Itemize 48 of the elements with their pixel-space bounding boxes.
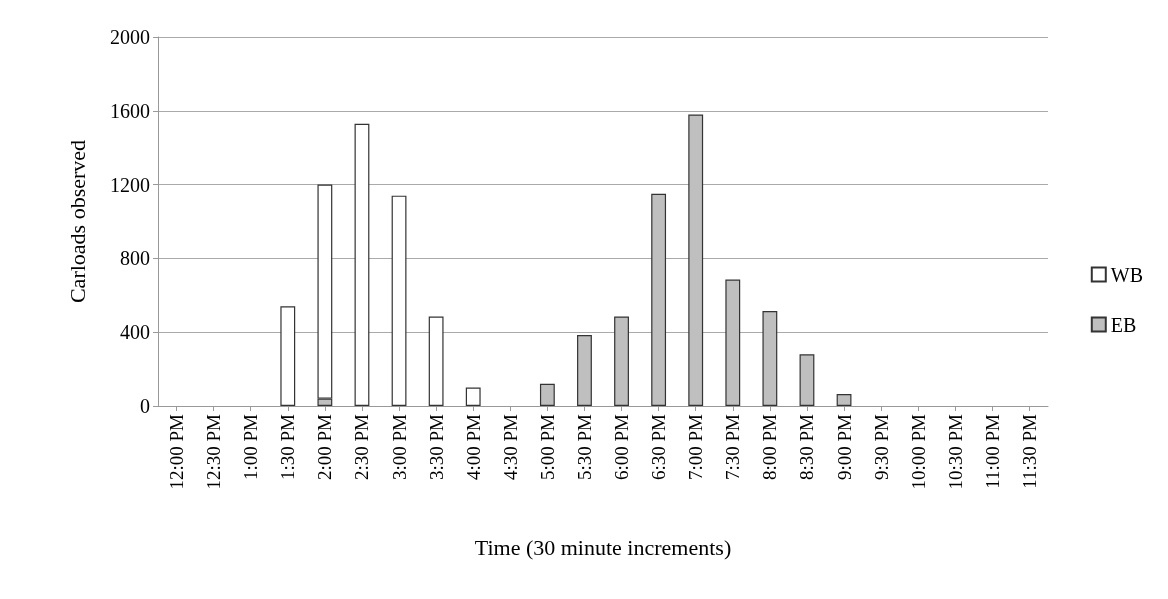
bar [428,316,444,406]
y-tick-label: 0 [140,395,150,417]
x-tick-label: 11:00 PM [981,413,1003,489]
bar [725,279,741,406]
x-tick-label: 8:00 PM [759,413,781,480]
x-tick-label: 8:30 PM [796,413,818,480]
x-tick-label: 2:30 PM [351,413,373,480]
x-tick-label: 7:00 PM [685,413,707,480]
bar [465,387,481,406]
x-tick-label: 9:00 PM [833,413,855,480]
bar [651,193,667,406]
x-tick-label: 11:30 PM [1018,413,1040,489]
x-tick-label: 12:30 PM [203,413,225,490]
bar [577,334,592,406]
y-tick-label: 800 [120,247,150,270]
x-tick-label: 7:30 PM [722,413,744,480]
y-tick-label: 2000 [110,26,150,48]
bar [836,394,852,406]
bar [799,354,815,406]
x-axis-title: Time (30 minute increments) [474,534,732,560]
x-tick-label: 10:00 PM [907,413,929,490]
x-tick-label: 5:30 PM [573,413,595,480]
y-tick-label: 1200 [110,173,150,196]
bar [391,195,407,406]
x-tick-label: 10:30 PM [944,413,966,490]
x-tick-label: 9:30 PM [870,413,892,480]
x-tick-label: 6:30 PM [648,413,670,480]
bar [539,383,555,406]
bar [762,310,778,406]
x-tick-label: 4:00 PM [462,413,484,480]
x-tick-label: 1:00 PM [240,413,262,480]
x-tick-label: 2:00 PM [314,413,336,480]
x-tick-label: 5:00 PM [536,413,558,480]
x-tick-label: 6:00 PM [611,413,633,480]
x-tick-label: 3:00 PM [388,413,410,480]
x-tick-label: 3:30 PM [425,413,447,480]
bar [614,316,629,406]
legend-label: WB [1110,263,1143,286]
x-tick-label: 4:30 PM [499,413,521,480]
bar [354,123,370,406]
y-tick-label: 400 [120,321,150,344]
bar [280,306,296,406]
bar [688,114,704,406]
legend-label: EB [1110,313,1137,336]
x-tick-label: 1:30 PM [277,413,299,480]
x-tick-label: 12:00 PM [166,413,188,490]
y-axis-title: Carloads observed [64,139,90,304]
y-tick-label: 1600 [110,99,150,122]
